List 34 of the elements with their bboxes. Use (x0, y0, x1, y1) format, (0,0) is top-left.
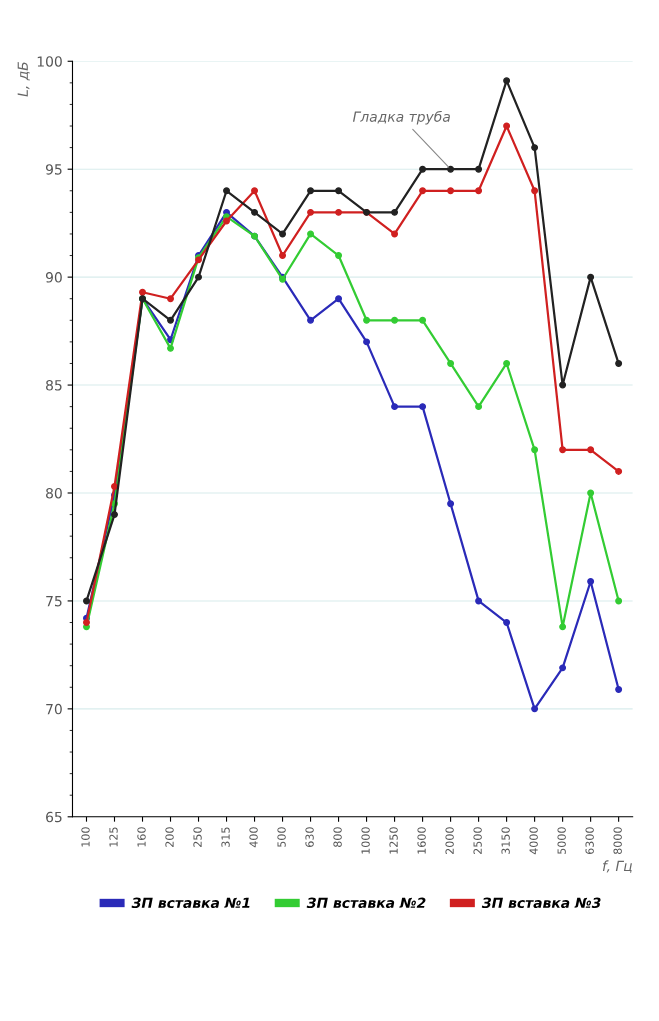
x-tick-label: 3150 (501, 827, 510, 854)
x-tick-label: 500 (277, 827, 286, 847)
x-tick-label: 200 (165, 827, 174, 847)
x-tick-label: 800 (333, 827, 342, 847)
x-tick-label: 1250 (389, 827, 398, 854)
legend-label: ЗП вставка №3 (481, 897, 601, 909)
x-tick-label: 2000 (445, 827, 454, 854)
x-axis-title: f, Гц (602, 860, 632, 873)
y-tick-label: 70 (46, 703, 62, 715)
y-tick-label: 95 (45, 164, 62, 175)
x-tick-label: 1600 (417, 827, 426, 854)
legend-label: ЗП вставка №1 (131, 897, 250, 909)
x-tick-label: 125 (109, 827, 118, 847)
x-tick-label: 400 (249, 827, 258, 848)
y-axis-title: L, дБ (17, 61, 30, 97)
y-tick-label: 100 (37, 56, 62, 67)
x-tick-label: 160 (137, 827, 146, 847)
y-tick-label: 75 (46, 596, 62, 607)
x-tick-label: 1000 (361, 827, 370, 854)
x-tick-label: 250 (193, 827, 202, 847)
x-tick-label: 4000 (529, 827, 538, 855)
x-tick-label: 315 (221, 827, 230, 847)
x-tick-label: 5000 (557, 827, 566, 854)
x-tick-label: 6300 (585, 827, 594, 855)
y-tick-label: 85 (46, 380, 62, 391)
x-tick-label: 630 (305, 827, 314, 847)
y-tick-label: 80 (46, 487, 62, 499)
y-tick-label: 65 (46, 811, 62, 823)
y-tick-label: 90 (45, 272, 62, 283)
x-tick-label: 100 (81, 827, 90, 847)
annotation: Гладка труба (352, 110, 450, 125)
legend-label: ЗП вставка №2 (306, 897, 426, 909)
x-tick-label: 2500 (473, 827, 482, 854)
x-tick-label: 8000 (613, 827, 622, 855)
